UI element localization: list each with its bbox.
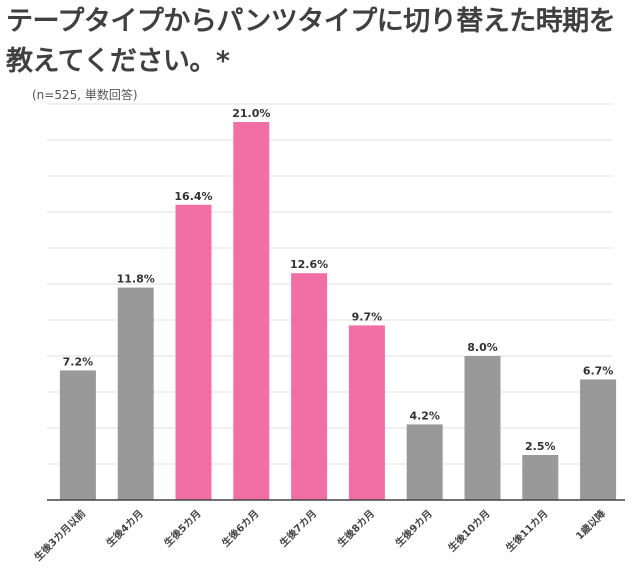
x-tick-label: 生後9カ月	[392, 507, 434, 549]
x-tick-label: 生後4カ月	[103, 507, 145, 549]
bar	[464, 356, 501, 500]
data-label: 12.6%	[290, 258, 328, 271]
bar	[233, 122, 270, 500]
chart-subtitle: (n=525, 単数回答)	[32, 88, 138, 102]
bar	[291, 273, 328, 500]
data-label: 21.0%	[232, 107, 270, 120]
bar	[59, 370, 96, 500]
bar	[522, 455, 559, 500]
x-tick-label: 生後10カ月	[445, 507, 492, 554]
data-label: 16.4%	[174, 190, 212, 203]
bar	[406, 424, 443, 500]
x-tick-label: 生後8カ月	[335, 507, 377, 549]
data-label: 6.7%	[583, 364, 614, 377]
bar	[348, 325, 385, 500]
data-label: 11.8%	[117, 273, 155, 286]
x-tick-label: 生後11カ月	[503, 507, 550, 554]
x-tick-label: 生後5カ月	[161, 507, 203, 549]
data-label: 7.2%	[63, 355, 94, 368]
x-tick-label: 生後6カ月	[219, 507, 261, 549]
bar	[117, 287, 154, 500]
x-tick-label: 生後7カ月	[277, 507, 319, 549]
data-label: 2.5%	[525, 440, 556, 453]
data-label: 8.0%	[467, 341, 498, 354]
x-tick-label: 1歳以降	[573, 506, 609, 542]
data-label: 4.2%	[409, 409, 440, 422]
chart-title: テープタイプからパンツタイプに切り替えた時期を教えてください。*	[6, 6, 616, 77]
bar	[580, 379, 617, 500]
bar	[175, 204, 212, 501]
data-label: 9.7%	[352, 310, 383, 323]
x-tick-label: 生後3カ月以前	[31, 507, 88, 564]
